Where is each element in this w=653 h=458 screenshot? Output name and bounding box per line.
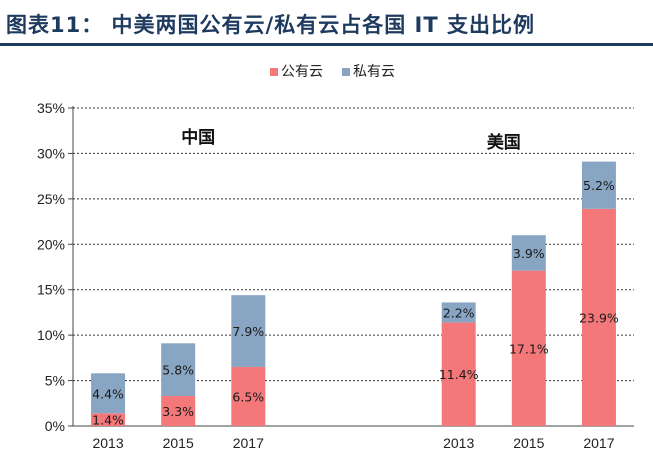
data-label-private: 4.4% bbox=[92, 386, 124, 401]
bar-public-cloud bbox=[441, 322, 476, 426]
y-tick-label: 5% bbox=[45, 373, 65, 389]
bar-public-cloud bbox=[161, 396, 196, 426]
data-label-public: 1.4% bbox=[92, 413, 124, 428]
bar-private-cloud bbox=[231, 295, 266, 367]
y-tick-label: 20% bbox=[37, 236, 65, 252]
group-label-usa: 美国 bbox=[487, 132, 521, 153]
data-label-private: 5.2% bbox=[583, 178, 615, 193]
y-tick-label: 25% bbox=[37, 191, 65, 207]
bar-private-cloud bbox=[161, 343, 196, 397]
bar-private-cloud bbox=[91, 373, 126, 414]
data-label-public: 3.3% bbox=[162, 404, 194, 419]
data-label-public: 11.4% bbox=[439, 367, 479, 382]
bar-private-cloud bbox=[581, 161, 616, 209]
legend-label-公有云: 公有云 bbox=[281, 64, 323, 80]
bar-private-cloud bbox=[441, 302, 476, 323]
bar-public-cloud bbox=[91, 413, 126, 426]
bar-public-cloud bbox=[581, 208, 616, 426]
data-label-public: 17.1% bbox=[509, 341, 549, 356]
group-label-china: 中国 bbox=[181, 127, 215, 148]
data-label-private: 5.8% bbox=[162, 363, 194, 378]
y-tick-label: 0% bbox=[45, 418, 65, 434]
title-bar: 图表11： 中美两国公有云/私有云占各国 IT 支出比例 bbox=[0, 0, 653, 46]
legend-swatch-私有云 bbox=[342, 68, 350, 76]
x-tick-label: 2013 bbox=[443, 435, 474, 451]
legend-label-私有云: 私有云 bbox=[353, 64, 395, 80]
data-label-public: 6.5% bbox=[232, 389, 264, 404]
data-label-private: 3.9% bbox=[513, 246, 545, 261]
x-tick-label: 2013 bbox=[92, 435, 123, 451]
x-tick-label: 2017 bbox=[583, 435, 614, 451]
chart-title: 图表11： 中美两国公有云/私有云占各国 IT 支出比例 bbox=[6, 13, 535, 37]
x-tick-label: 2015 bbox=[513, 435, 544, 451]
bar-public-cloud bbox=[511, 270, 546, 426]
data-label-private: 2.2% bbox=[443, 305, 475, 320]
y-tick-label: 10% bbox=[37, 327, 65, 343]
legend-swatch-公有云 bbox=[270, 68, 278, 76]
y-tick-label: 15% bbox=[37, 282, 65, 298]
x-tick-label: 2017 bbox=[233, 435, 264, 451]
x-tick-label: 2015 bbox=[163, 435, 194, 451]
y-tick-label: 35% bbox=[37, 100, 65, 116]
data-label-public: 23.9% bbox=[579, 310, 619, 325]
bar-private-cloud bbox=[511, 235, 546, 271]
data-label-private: 7.9% bbox=[232, 324, 264, 339]
bar-public-cloud bbox=[231, 366, 266, 426]
y-tick-label: 30% bbox=[37, 145, 65, 161]
